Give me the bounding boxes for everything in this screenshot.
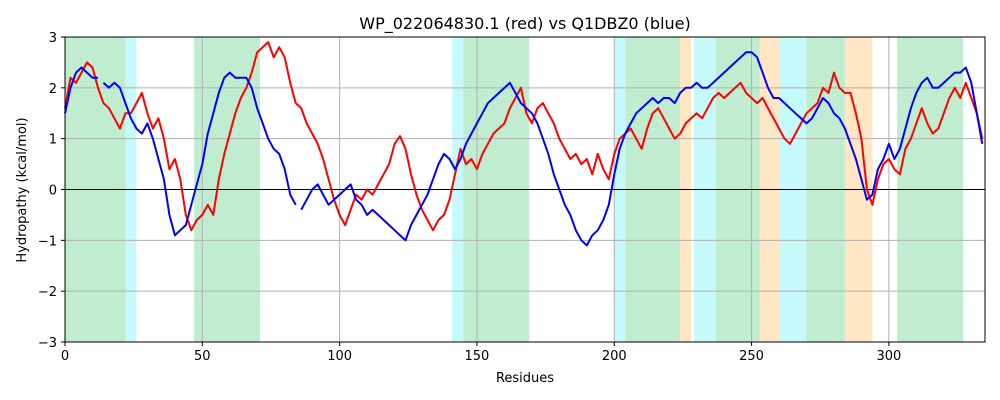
y-tick-label: 0 [49, 184, 57, 199]
y-tick-label: 1 [49, 133, 57, 148]
y-axis-ticks: −3 −2 −1 0 1 2 3 [38, 31, 65, 351]
x-tick-label: 300 [876, 349, 901, 364]
x-axis-label: Residues [496, 371, 554, 386]
x-tick-label: 0 [61, 349, 69, 364]
y-tick-label: 2 [49, 82, 57, 97]
chart-title: WP_022064830.1 (red) vs Q1DBZ0 (blue) [359, 14, 691, 34]
x-tick-label: 200 [602, 349, 627, 364]
x-tick-label: 100 [327, 349, 352, 364]
series-line-blue [64, 51, 984, 247]
y-axis-label: Hydropathy (kcal/mol) [15, 117, 30, 262]
x-tick-label: 150 [465, 349, 490, 364]
x-tick-label: 250 [739, 349, 764, 364]
x-tick-label: 50 [194, 349, 211, 364]
series-lines [64, 41, 984, 247]
y-tick-label: −2 [38, 285, 57, 300]
y-tick-label: −3 [38, 336, 57, 351]
y-tick-label: 3 [49, 31, 57, 46]
x-axis-ticks: 0 50 100 150 200 250 300 [61, 342, 901, 364]
y-tick-label: −1 [38, 234, 57, 249]
series-line-red [64, 41, 984, 232]
